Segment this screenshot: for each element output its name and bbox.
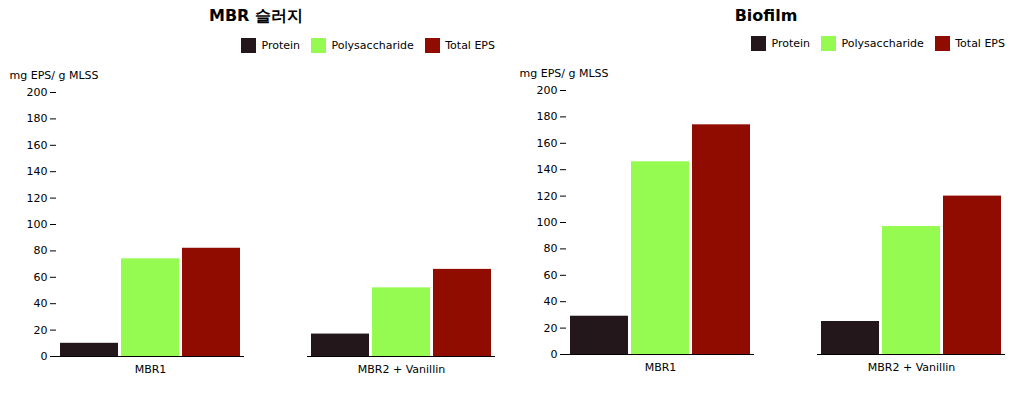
html-text:Total EPS: Total EPS: [955, 37, 1005, 50]
html-text:Biofilm: Biofilm: [734, 6, 798, 25]
svg-text:80: 80: [34, 244, 48, 257]
svg-text:120: 120: [537, 189, 558, 202]
svg-text:MBR2 + Vanillin: MBR2 + Vanillin: [868, 361, 955, 374]
svg-text:40: 40: [544, 295, 558, 308]
html-text:Polysaccharide: Polysaccharide: [331, 39, 414, 52]
svg-text:80: 80: [544, 242, 558, 255]
html-text:Protein: Protein: [261, 39, 301, 52]
svg-text:0: 0: [41, 350, 48, 363]
svg-text:20: 20: [544, 321, 558, 334]
svg-text:140: 140: [27, 165, 48, 178]
svg-text:40: 40: [34, 297, 48, 310]
html-text:Total EPS: Total EPS: [445, 39, 495, 52]
svg-text:100: 100: [537, 216, 558, 229]
svg-text:20: 20: [34, 323, 48, 336]
html-text:Protein: Protein: [771, 37, 811, 50]
svg-text:120: 120: [27, 191, 48, 204]
svg-text:60: 60: [34, 270, 48, 283]
svg-text:200: 200: [27, 86, 48, 99]
svg-text:mg EPS/ g MLSS: mg EPS/ g MLSS: [520, 67, 609, 80]
svg-text:mg EPS/ g MLSS: mg EPS/ g MLSS: [10, 69, 99, 82]
svg-text:180: 180: [537, 110, 558, 123]
svg-text:60: 60: [544, 268, 558, 281]
svg-text:0: 0: [551, 348, 558, 361]
svg-text:160: 160: [27, 138, 48, 151]
svg-text:140: 140: [537, 163, 558, 176]
svg-text:MBR1: MBR1: [645, 361, 677, 374]
html-text:Polysaccharide: Polysaccharide: [841, 37, 924, 50]
svg-text:MBR1: MBR1: [135, 363, 167, 376]
svg-text:160: 160: [537, 136, 558, 149]
svg-text:100: 100: [27, 218, 48, 231]
html-text:MBR 슬러지: MBR 슬러지: [209, 6, 303, 25]
svg-text:180: 180: [27, 112, 48, 125]
svg-text:200: 200: [537, 84, 558, 97]
svg-text:MBR2 + Vanillin: MBR2 + Vanillin: [358, 363, 445, 376]
